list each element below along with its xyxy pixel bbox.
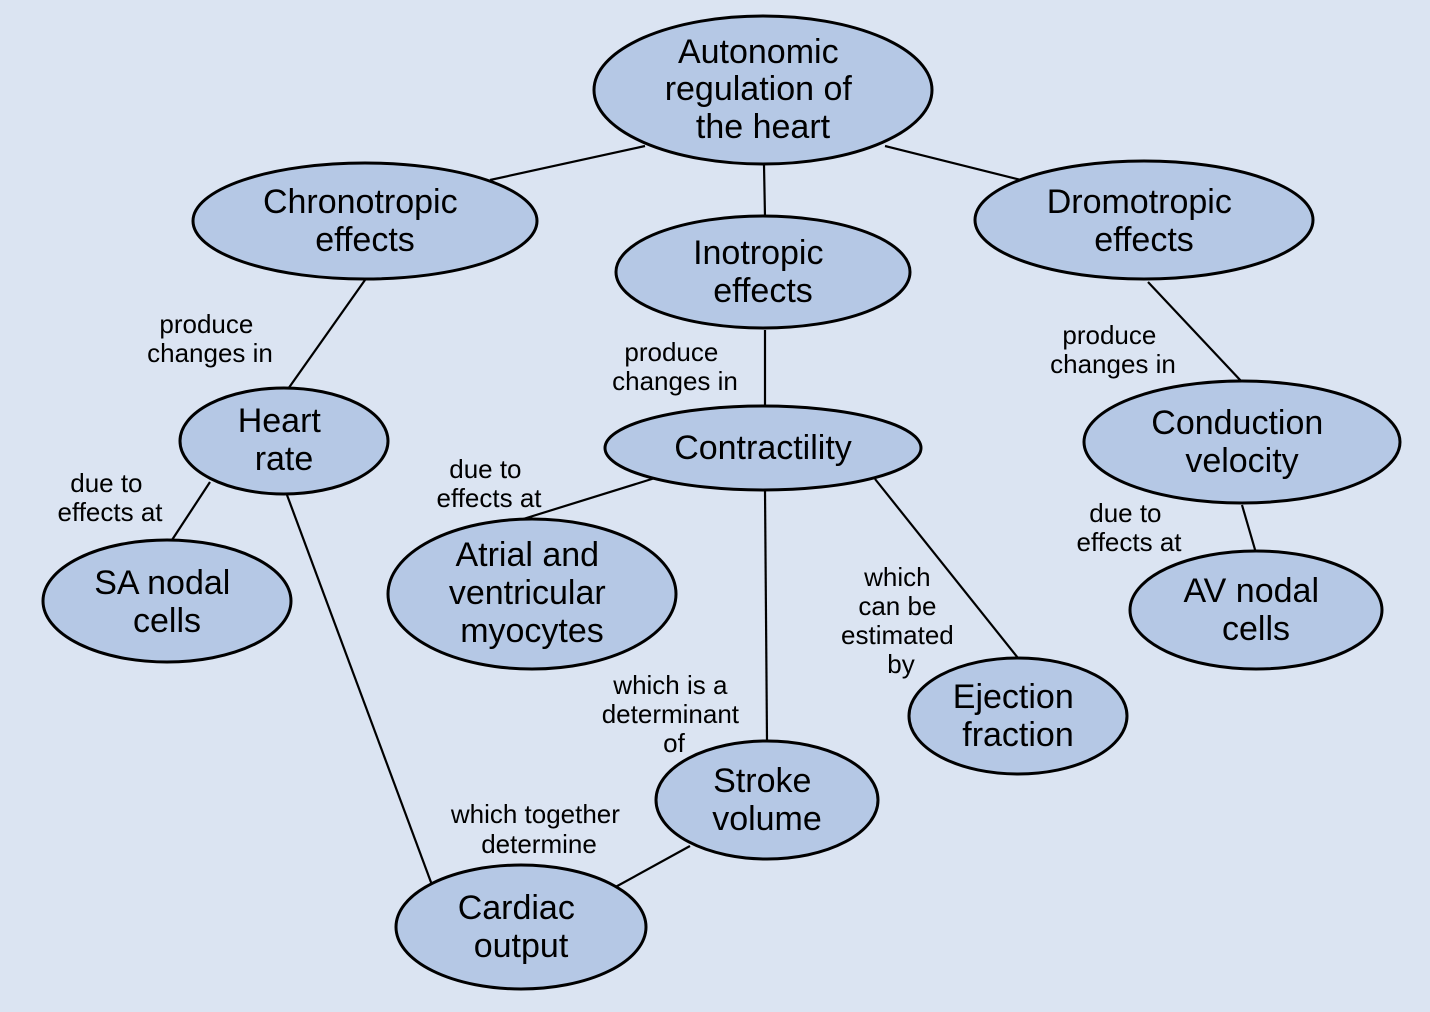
node-conduction: Conduction velocity [1082,379,1402,505]
node-av-nodal-label: AV nodal cells [1184,572,1329,648]
edge-contractility-myocytes [519,476,656,522]
edge-label-cond-av: due to effects at [1076,498,1182,557]
node-stroke-shape [654,739,880,861]
node-cardiac-shape [394,863,648,991]
node-ejection-label: Ejection fraction [953,678,1083,754]
node-sa-nodal-shape [41,538,293,664]
node-heart-rate-shape [178,386,390,496]
edge-contractility-stroke [763,489,769,742]
node-inotropic: Inotropic effects [614,214,912,330]
node-conduction-shape [1082,379,1402,505]
node-contractility-shape [603,404,923,492]
edge-label-dromo-cond: produce changes in [1050,320,1176,379]
edge-heart-rate-cardiac [285,494,434,886]
edge-label-contr-myo: due to effects at [436,454,542,513]
node-contractility: Contractility [603,404,923,492]
edge-labels: produce changes in produce changes in pr… [57,309,1182,859]
node-dromotropic-label: Dromotropic effects [1047,183,1242,259]
node-root-shape [592,14,934,166]
node-sa-nodal: SA nodal cells [41,538,293,664]
edge-root-inotropic [762,164,767,218]
node-myocytes-shape [386,517,678,671]
node-root-label: Autonomic regulation of the heart [665,33,862,146]
edge-contractility-ejection [874,478,1019,659]
node-chronotropic: Chronotropic effects [191,161,539,281]
edge-root-dromotropic [884,144,1026,183]
node-chronotropic-label: Chronotropic effects [263,183,467,259]
edge-conduction-av [1240,504,1258,554]
edge-label-contr-ef: which can be estimated by [841,562,961,679]
edge-label-contr-sv: which is a determinant of [602,670,747,758]
node-heart-rate: Heart rate [178,386,390,496]
node-inotropic-shape [614,214,912,330]
edge-label-sv-co: which together determine [450,799,627,859]
edge-stroke-cardiac [609,845,691,891]
node-contractility-label: Contractility [674,429,852,467]
edge-heart-rate-sa [169,481,211,544]
node-inotropic-label: Inotropic effects [693,234,833,310]
edges [169,144,1258,891]
node-cardiac: Cardiac output [394,863,648,991]
node-sa-nodal-label: SA nodal cells [94,564,240,640]
node-myocytes: Atrial and ventricular myocytes [386,517,678,671]
node-dromotropic: Dromotropic effects [973,159,1315,281]
node-stroke-label: Stroke volume [712,762,822,838]
edge-root-chronotropic [489,144,646,182]
node-av-nodal-shape [1128,549,1384,671]
node-stroke: Stroke volume [654,739,880,861]
edge-dromotropic-conduction [1147,281,1243,383]
node-av-nodal: AV nodal cells [1128,549,1384,671]
edge-chronotropic-heart-rate [287,279,366,390]
node-chronotropic-shape [191,161,539,281]
edge-label-chrono-hr: produce changes in [147,309,273,368]
node-dromotropic-shape [973,159,1315,281]
node-ejection: Ejection fraction [907,656,1129,776]
node-ejection-shape [907,656,1129,776]
edge-label-hr-sa: due to effects at [57,468,163,527]
node-heart-rate-label: Heart rate [238,402,331,478]
edge-label-ino-contr: produce changes in [612,337,738,396]
node-root: Autonomic regulation of the heart [592,14,934,166]
node-myocytes-label: Atrial and ventricular myocytes [449,536,615,650]
node-cardiac-label: Cardiac output [458,889,585,965]
node-conduction-label: Conduction velocity [1151,404,1332,480]
